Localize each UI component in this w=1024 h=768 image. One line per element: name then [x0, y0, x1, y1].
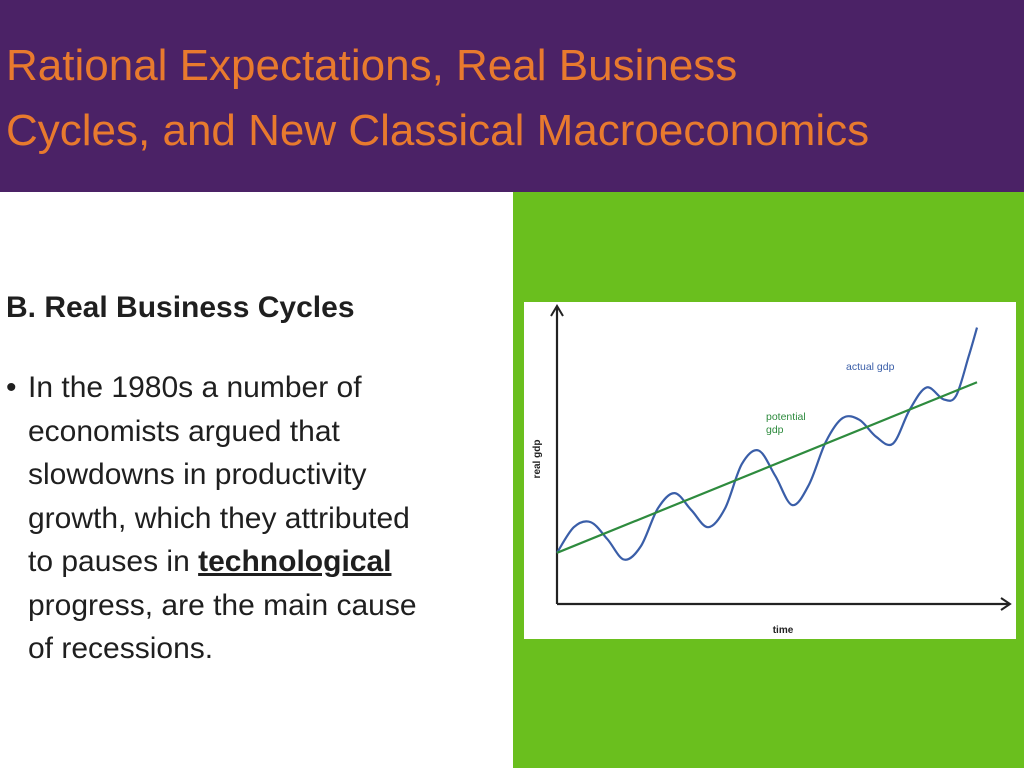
label-potential: potential: [766, 411, 806, 423]
label-gdp: gdp: [766, 424, 784, 436]
section-heading: B. Real Business Cycles: [6, 291, 355, 324]
y-axis-label: real gdp: [532, 440, 543, 479]
bullet-line-3: slowdowns in productivity: [28, 458, 367, 491]
bullet-line-5-text: to pauses in: [28, 545, 199, 578]
bullet-line-5: to pauses in technological: [28, 540, 391, 584]
slide-title-line-1: Rational Expectations, Real Business: [6, 41, 738, 90]
slide-title-line-2: Cycles, and New Classical Macroeconomics: [6, 106, 870, 155]
bullet-line-7: of recessions.: [28, 632, 214, 665]
emphasis-technological: technological: [198, 545, 392, 578]
x-axis-label: time: [773, 625, 794, 636]
series-line-potential-gdp: [556, 381, 978, 554]
series-line-actual-gdp: [556, 327, 979, 561]
label-actual-gdp: actual gdp: [846, 361, 895, 373]
bullet-line-6: progress, are the main cause: [28, 588, 417, 622]
bullet-marker: •: [6, 371, 17, 404]
title-banner: Rational Expectations, Real Business Cyc…: [0, 0, 1024, 192]
business-cycle-chart: time real gdp actual gdp potential gdp: [524, 302, 1016, 639]
y-axis-arrow: [550, 304, 564, 317]
bullet-line-2: economists argued that: [28, 414, 340, 448]
x-axis-arrow: [1000, 597, 1012, 611]
bullet-line-1: In the 1980s a number of: [28, 371, 362, 404]
bullet-line-4: growth, which they attributed: [28, 501, 410, 535]
